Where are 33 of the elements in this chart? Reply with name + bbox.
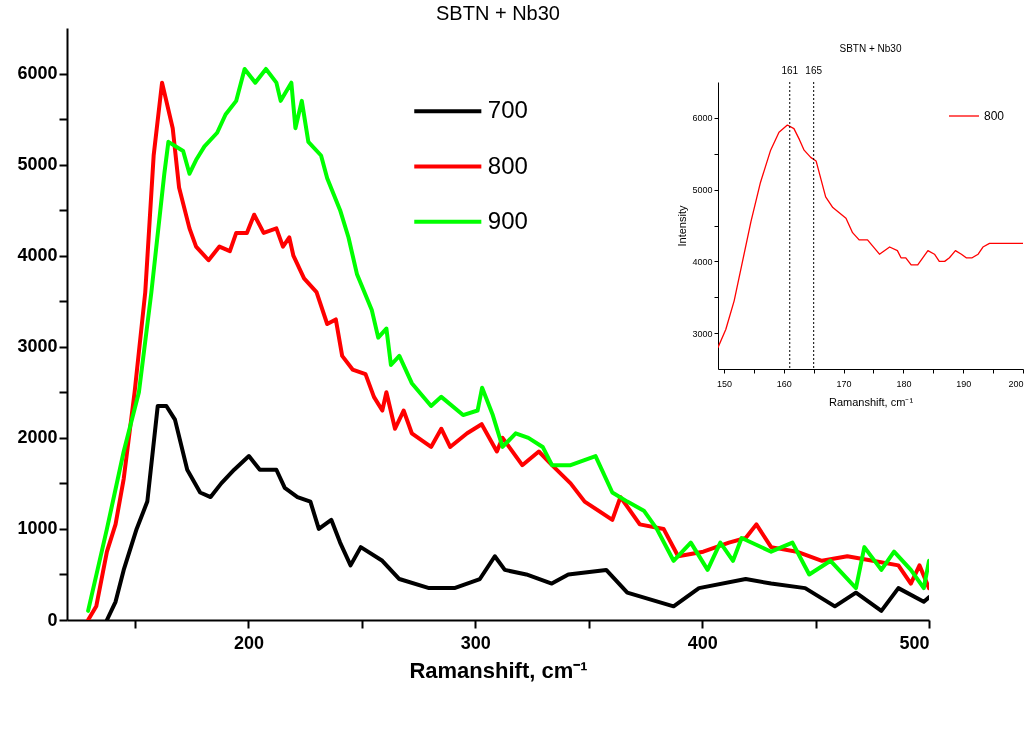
y-axis-title: Intensity (676, 205, 689, 247)
legend-label: 700 (487, 96, 528, 124)
y-tick-label: 1000 (17, 518, 58, 539)
chart-title: SBTN + Nb30 (436, 2, 560, 24)
x-tick-label: 180 (896, 378, 912, 389)
chart-title: SBTN + Nb30 (839, 43, 902, 54)
x-tick-label: 170 (836, 378, 852, 389)
ref-line-label: 161 (781, 65, 799, 76)
y-tick-label: 5000 (692, 185, 713, 196)
y-tick-label: 2000 (17, 427, 58, 448)
legend-label: 800 (487, 151, 528, 179)
ref-line-label: 165 (805, 65, 823, 76)
x-tick-label: 200 (233, 632, 264, 653)
x-tick-label: 500 (899, 632, 930, 653)
x-axis-title: Ramanshift, cm⁻¹ (409, 657, 588, 683)
y-tick-label: 6000 (17, 63, 58, 84)
legend-label: 800 (984, 109, 1005, 123)
x-tick-label: 400 (687, 632, 718, 653)
x-tick-label: 200 (1008, 378, 1024, 389)
y-tick-label: 6000 (692, 113, 713, 124)
y-tick-label: 3000 (17, 336, 58, 357)
y-tick-label: 0 (47, 609, 58, 630)
x-tick-label: 160 (776, 378, 792, 389)
y-tick-label: 3000 (692, 328, 713, 339)
x-tick-label: 190 (956, 378, 972, 389)
line-series (718, 124, 1023, 349)
y-tick-label: 4000 (692, 256, 713, 267)
x-tick-label: 150 (716, 378, 732, 389)
legend-label: 900 (487, 206, 528, 234)
x-tick-label: 300 (460, 632, 491, 653)
y-tick-label: 5000 (17, 154, 58, 175)
y-tick-label: 4000 (17, 245, 58, 266)
x-axis-title: Ramanshift, cm⁻¹ (828, 395, 914, 408)
